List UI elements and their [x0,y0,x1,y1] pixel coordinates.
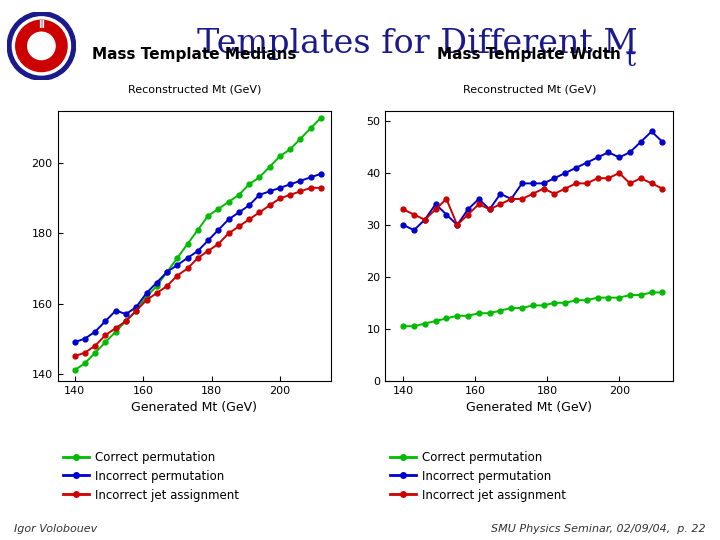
X-axis label: Generated Mt (GeV): Generated Mt (GeV) [467,401,593,414]
Text: Igor Volobouev: Igor Volobouev [14,523,98,534]
Text: Templates for Different M: Templates for Different M [197,28,638,60]
Text: Mass Template Medians: Mass Template Medians [92,47,297,62]
Text: t: t [625,48,635,71]
Legend: Correct permutation, Incorrect permutation, Incorrect jet assignment: Correct permutation, Incorrect permutati… [385,446,571,507]
Ellipse shape [16,20,67,71]
Text: Mass Template Width: Mass Template Width [437,47,621,62]
Ellipse shape [7,12,76,80]
Text: CDF: CDF [27,44,55,58]
Legend: Correct permutation, Incorrect permutation, Incorrect jet assignment: Correct permutation, Incorrect permutati… [58,446,243,507]
Ellipse shape [27,32,55,59]
Text: Reconstructed Mt (GeV): Reconstructed Mt (GeV) [462,84,596,94]
Ellipse shape [12,17,71,75]
Text: II: II [38,21,45,30]
X-axis label: Generated Mt (GeV): Generated Mt (GeV) [131,401,258,414]
Text: Reconstructed Mt (GeV): Reconstructed Mt (GeV) [127,84,261,94]
Text: SMU Physics Seminar, 02/09/04,  p. 22: SMU Physics Seminar, 02/09/04, p. 22 [491,523,706,534]
